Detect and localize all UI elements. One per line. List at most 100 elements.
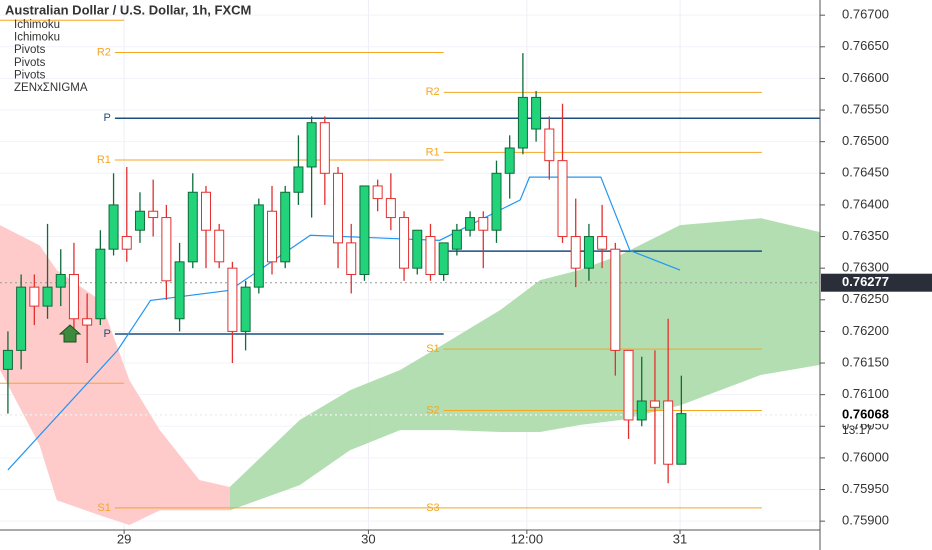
candle-body xyxy=(491,172,502,231)
candle-body xyxy=(385,198,396,219)
candle-body xyxy=(240,286,251,332)
candle-body xyxy=(425,236,436,275)
candle-body xyxy=(227,267,238,332)
y-tick-label: 0.76600 xyxy=(842,70,889,85)
indicator-label: Pivots xyxy=(14,69,46,81)
price-label: 0.76068 xyxy=(842,406,889,421)
candle-body xyxy=(134,210,145,231)
ichimoku-cloud xyxy=(229,218,821,511)
candle-body xyxy=(2,349,13,370)
y-tick-label: 0.76250 xyxy=(842,291,889,306)
pivot-label: S2 xyxy=(426,404,439,416)
candle-body xyxy=(293,166,304,193)
y-tick-label: 0.76700 xyxy=(842,7,889,22)
candle-body xyxy=(108,204,119,250)
candle-body xyxy=(148,210,159,219)
candle-body xyxy=(583,236,594,269)
indicator-label: Ichimoku xyxy=(14,32,60,44)
candle-body xyxy=(42,286,53,307)
candle-body xyxy=(319,122,330,174)
candle-body xyxy=(478,217,489,231)
indicator-label: Pivots xyxy=(14,57,46,69)
candle-body xyxy=(29,286,40,307)
y-tick-label: 0.76450 xyxy=(842,165,889,180)
candle-body xyxy=(663,400,674,465)
candle-body xyxy=(306,122,317,168)
candle-body xyxy=(333,172,344,244)
candle-body xyxy=(346,242,357,275)
x-tick-label: 12:00 xyxy=(511,531,544,546)
candle-body xyxy=(267,210,278,263)
candle-body xyxy=(82,318,93,326)
indicator-label: Ichimoku xyxy=(14,19,60,31)
candle-body xyxy=(597,236,608,250)
countdown-label: 13:17 xyxy=(842,423,872,437)
candle-body xyxy=(95,248,106,320)
candle-body xyxy=(570,236,581,269)
pivot-label: R2 xyxy=(426,86,440,98)
pivot-label: S1 xyxy=(97,502,110,514)
candle-body xyxy=(55,273,66,288)
candle-body xyxy=(187,191,198,263)
candle-body xyxy=(174,261,185,320)
indicator-label: ZENxΣNIGMA xyxy=(14,82,88,94)
candle-body xyxy=(636,400,647,421)
candle-body xyxy=(214,229,225,263)
y-tick-label: 0.76200 xyxy=(842,323,889,338)
y-tick-label: 0.76650 xyxy=(842,38,889,53)
candle-body xyxy=(517,96,528,149)
candle-body xyxy=(200,191,211,231)
y-tick-label: 0.76000 xyxy=(842,449,889,464)
price-label: 0.76277 xyxy=(842,274,889,289)
pivot-label: R1 xyxy=(426,146,440,158)
pivot-label: R2 xyxy=(97,46,111,58)
y-tick-label: 0.76150 xyxy=(842,354,889,369)
candle-body xyxy=(623,349,634,421)
candle-body xyxy=(280,191,291,263)
plot: P R2 R1 P S1 R2 R1 S1 S2 S3 xyxy=(0,19,821,525)
price-box xyxy=(821,405,932,424)
y-tick-label: 0.76550 xyxy=(842,101,889,116)
candle-body xyxy=(531,96,542,130)
candle-body xyxy=(161,217,172,282)
x-tick-label: 31 xyxy=(673,531,687,546)
indicator-label: Pivots xyxy=(14,44,46,56)
y-tick-label: 0.76300 xyxy=(842,260,889,275)
y-tick-label: 0.75950 xyxy=(842,481,889,496)
chart-title: Australian Dollar / U.S. Dollar, 1h, FXC… xyxy=(5,2,251,17)
pivot-label: P xyxy=(104,328,111,340)
signal-arrow xyxy=(58,324,82,343)
candle-body xyxy=(610,248,621,351)
candle-body xyxy=(649,400,660,408)
candle-body xyxy=(372,185,383,200)
candle-body xyxy=(451,229,462,250)
legend: Australian Dollar / U.S. Dollar, 1h, FXC… xyxy=(5,2,251,94)
y-tick-label: 0.76350 xyxy=(842,228,889,243)
candle-body xyxy=(359,185,370,275)
candle-body xyxy=(16,286,27,351)
candle-body xyxy=(121,236,132,250)
x-tick-label: 30 xyxy=(361,531,375,546)
candle-body xyxy=(399,217,410,269)
candle-body xyxy=(438,242,449,275)
candle-body xyxy=(544,128,555,162)
y-tick-label: 0.76400 xyxy=(842,196,889,211)
candle-body xyxy=(557,160,568,238)
pivot-label: R1 xyxy=(97,154,111,166)
y-tick-label: 0.75900 xyxy=(842,513,889,528)
ichimoku-baseline xyxy=(7,176,681,471)
candle-body xyxy=(676,413,687,465)
y-tick-label: 0.76100 xyxy=(842,386,889,401)
candle-body xyxy=(465,217,476,231)
ichimoku-cloud xyxy=(0,225,230,525)
x-tick-label: 29 xyxy=(117,531,131,546)
candle-body xyxy=(412,229,423,269)
pivot-label: S3 xyxy=(426,502,439,514)
pivot-label: P xyxy=(104,112,111,124)
candle-body xyxy=(504,147,515,174)
y-tick-label: 0.76500 xyxy=(842,133,889,148)
candle-body xyxy=(68,273,79,320)
pivot-label: S1 xyxy=(426,343,439,355)
candle-body xyxy=(253,204,264,288)
